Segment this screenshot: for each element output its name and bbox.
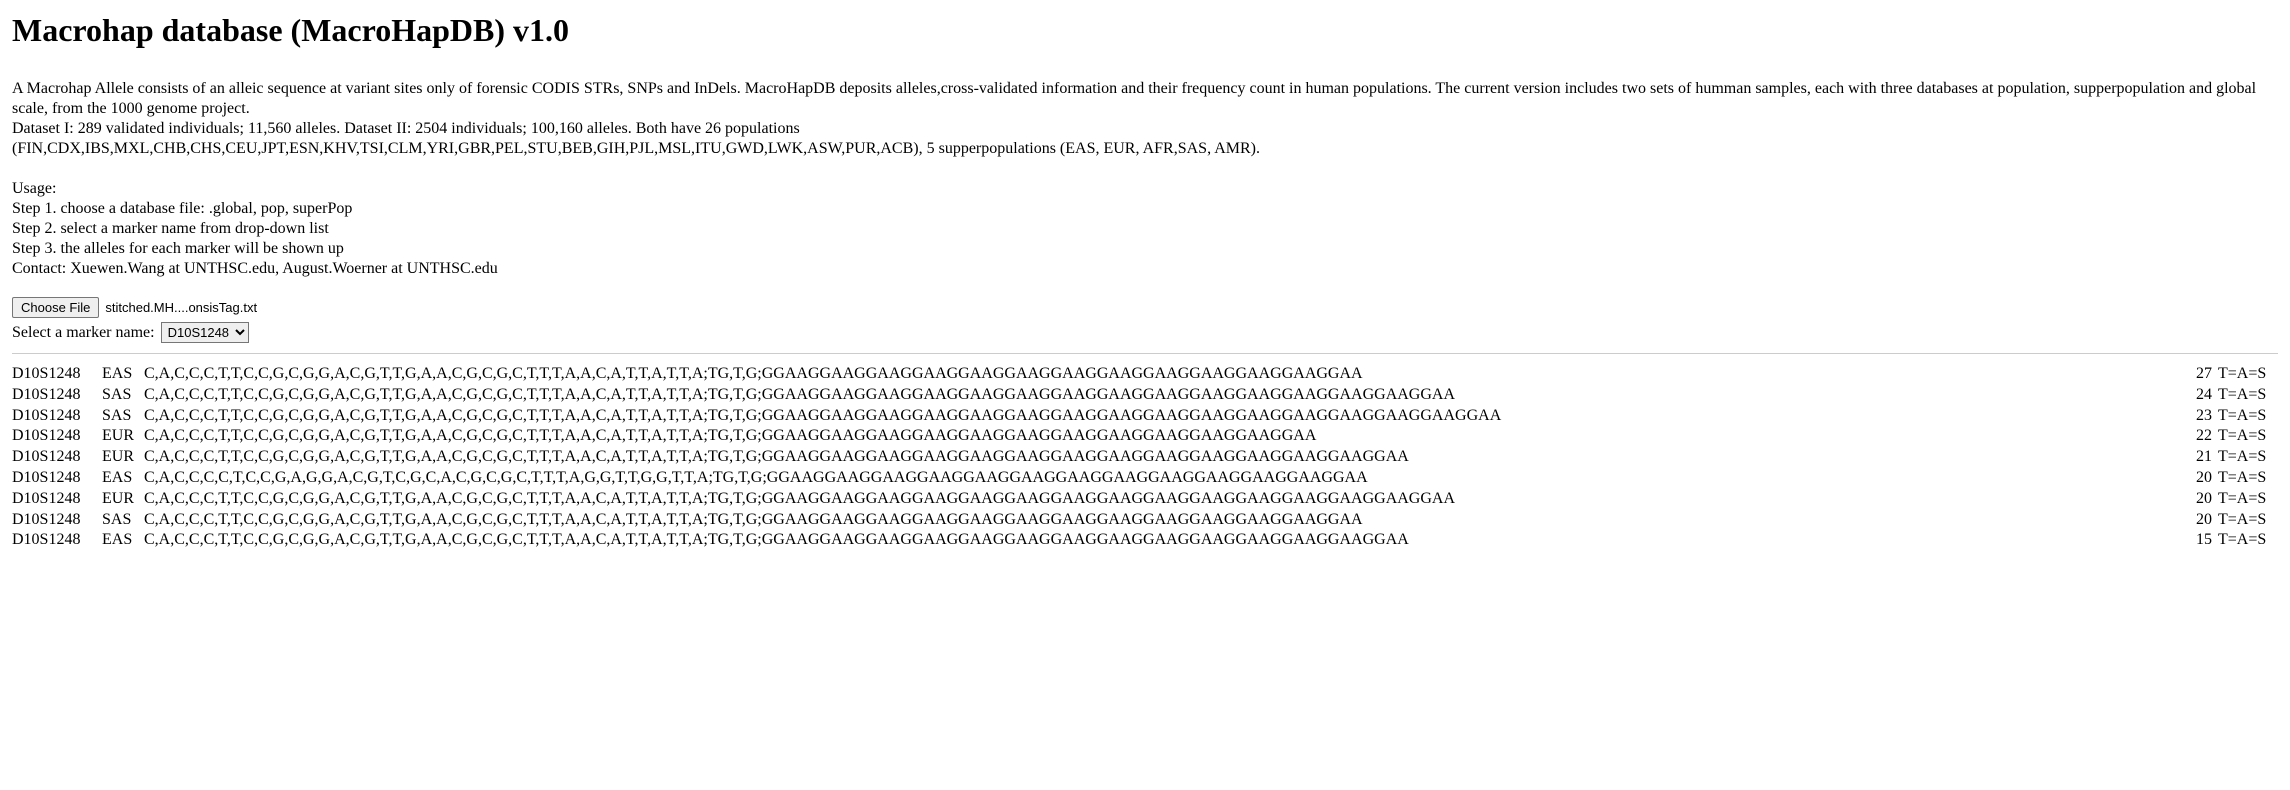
allele-sequence: C,A,C,C,C,T,T,C,C,G,C,G,G,A,C,G,T,T,G,A,… (144, 510, 2182, 531)
allele-count: 20 (2182, 468, 2218, 489)
allele-sequence: C,A,C,C,C,T,T,C,C,G,C,G,G,A,C,G,T,T,G,A,… (144, 489, 2182, 510)
allele-marker: D10S1248 (12, 530, 102, 551)
allele-population: SAS (102, 385, 144, 406)
divider (12, 353, 2278, 354)
allele-tag: T=A=S (2218, 489, 2278, 510)
allele-tag: T=A=S (2218, 530, 2278, 551)
allele-population: EUR (102, 426, 144, 447)
allele-sequence: C,A,C,C,C,T,T,C,C,G,C,G,G,A,C,G,T,T,G,A,… (144, 364, 2182, 385)
usage-line: Step 2. select a marker name from drop-d… (12, 219, 2278, 239)
usage-block: Usage: Step 1. choose a database file: .… (12, 179, 2278, 279)
allele-marker: D10S1248 (12, 426, 102, 447)
allele-row: D10S1248EASC,A,C,C,C,T,T,C,C,G,C,G,G,A,C… (12, 364, 2278, 385)
allele-marker: D10S1248 (12, 489, 102, 510)
description-block: A Macrohap Allele consists of an alleic … (12, 79, 2278, 159)
allele-row: D10S1248EURC,A,C,C,C,T,T,C,C,G,C,G,G,A,C… (12, 426, 2278, 447)
allele-population: EUR (102, 447, 144, 468)
allele-marker: D10S1248 (12, 406, 102, 427)
usage-line: Step 1. choose a database file: .global,… (12, 199, 2278, 219)
marker-select-label: Select a marker name: (12, 324, 155, 342)
allele-tag: T=A=S (2218, 510, 2278, 531)
allele-row: D10S1248SASC,A,C,C,C,T,T,C,C,G,C,G,G,A,C… (12, 510, 2278, 531)
description-line: A Macrohap Allele consists of an alleic … (12, 79, 2278, 119)
allele-sequence: C,A,C,C,C,T,T,C,C,G,C,G,G,A,C,G,T,T,G,A,… (144, 426, 2182, 447)
allele-row: D10S1248EASC,A,C,C,C,T,T,C,C,G,C,G,G,A,C… (12, 530, 2278, 551)
allele-count: 22 (2182, 426, 2218, 447)
usage-line: Contact: Xuewen.Wang at UNTHSC.edu, Augu… (12, 259, 2278, 279)
allele-sequence: C,A,C,C,C,T,T,C,C,G,C,G,G,A,C,G,T,T,G,A,… (144, 406, 2182, 427)
allele-sequence: C,A,C,C,C,T,T,C,C,G,C,G,G,A,C,G,T,T,G,A,… (144, 385, 2182, 406)
allele-marker: D10S1248 (12, 364, 102, 385)
usage-header: Usage: (12, 179, 2278, 199)
usage-line: Step 3. the alleles for each marker will… (12, 239, 2278, 259)
allele-tag: T=A=S (2218, 364, 2278, 385)
allele-count: 15 (2182, 530, 2218, 551)
allele-tag: T=A=S (2218, 385, 2278, 406)
allele-sequence: C,A,C,C,C,T,T,C,C,G,C,G,G,A,C,G,T,T,G,A,… (144, 530, 2182, 551)
allele-count: 20 (2182, 510, 2218, 531)
description-line: (FIN,CDX,IBS,MXL,CHB,CHS,CEU,JPT,ESN,KHV… (12, 139, 2278, 159)
allele-population: SAS (102, 510, 144, 531)
allele-tag: T=A=S (2218, 406, 2278, 427)
allele-count: 27 (2182, 364, 2218, 385)
allele-sequence: C,A,C,C,C,C,T,C,C,G,A,G,G,A,C,G,T,C,G,C,… (144, 468, 2182, 489)
page-title: Macrohap database (MacroHapDB) v1.0 (12, 12, 2278, 49)
allele-marker: D10S1248 (12, 468, 102, 489)
allele-row: D10S1248EURC,A,C,C,C,T,T,C,C,G,C,G,G,A,C… (12, 489, 2278, 510)
allele-tag: T=A=S (2218, 426, 2278, 447)
marker-select-row: Select a marker name: D10S1248 (12, 322, 2278, 343)
chosen-file-name: stitched.MH....onsisTag.txt (105, 300, 257, 315)
allele-count: 24 (2182, 385, 2218, 406)
allele-marker: D10S1248 (12, 510, 102, 531)
allele-population: EAS (102, 530, 144, 551)
allele-sequence: C,A,C,C,C,T,T,C,C,G,C,G,G,A,C,G,T,T,G,A,… (144, 447, 2182, 468)
allele-count: 20 (2182, 489, 2218, 510)
description-line: Dataset I: 289 validated individuals; 11… (12, 119, 2278, 139)
allele-row: D10S1248SASC,A,C,C,C,T,T,C,C,G,C,G,G,A,C… (12, 406, 2278, 427)
allele-marker: D10S1248 (12, 447, 102, 468)
allele-marker: D10S1248 (12, 385, 102, 406)
allele-row: D10S1248SASC,A,C,C,C,T,T,C,C,G,C,G,G,A,C… (12, 385, 2278, 406)
allele-population: EAS (102, 468, 144, 489)
allele-tag: T=A=S (2218, 468, 2278, 489)
allele-table: D10S1248EASC,A,C,C,C,T,T,C,C,G,C,G,G,A,C… (12, 364, 2278, 551)
allele-population: EAS (102, 364, 144, 385)
allele-count: 23 (2182, 406, 2218, 427)
allele-population: EUR (102, 489, 144, 510)
allele-row: D10S1248EASC,A,C,C,C,C,T,C,C,G,A,G,G,A,C… (12, 468, 2278, 489)
allele-count: 21 (2182, 447, 2218, 468)
allele-tag: T=A=S (2218, 447, 2278, 468)
marker-select[interactable]: D10S1248 (161, 322, 249, 343)
choose-file-button[interactable]: Choose File (12, 297, 99, 318)
allele-population: SAS (102, 406, 144, 427)
file-chooser-row: Choose File stitched.MH....onsisTag.txt (12, 297, 2278, 318)
allele-row: D10S1248EURC,A,C,C,C,T,T,C,C,G,C,G,G,A,C… (12, 447, 2278, 468)
